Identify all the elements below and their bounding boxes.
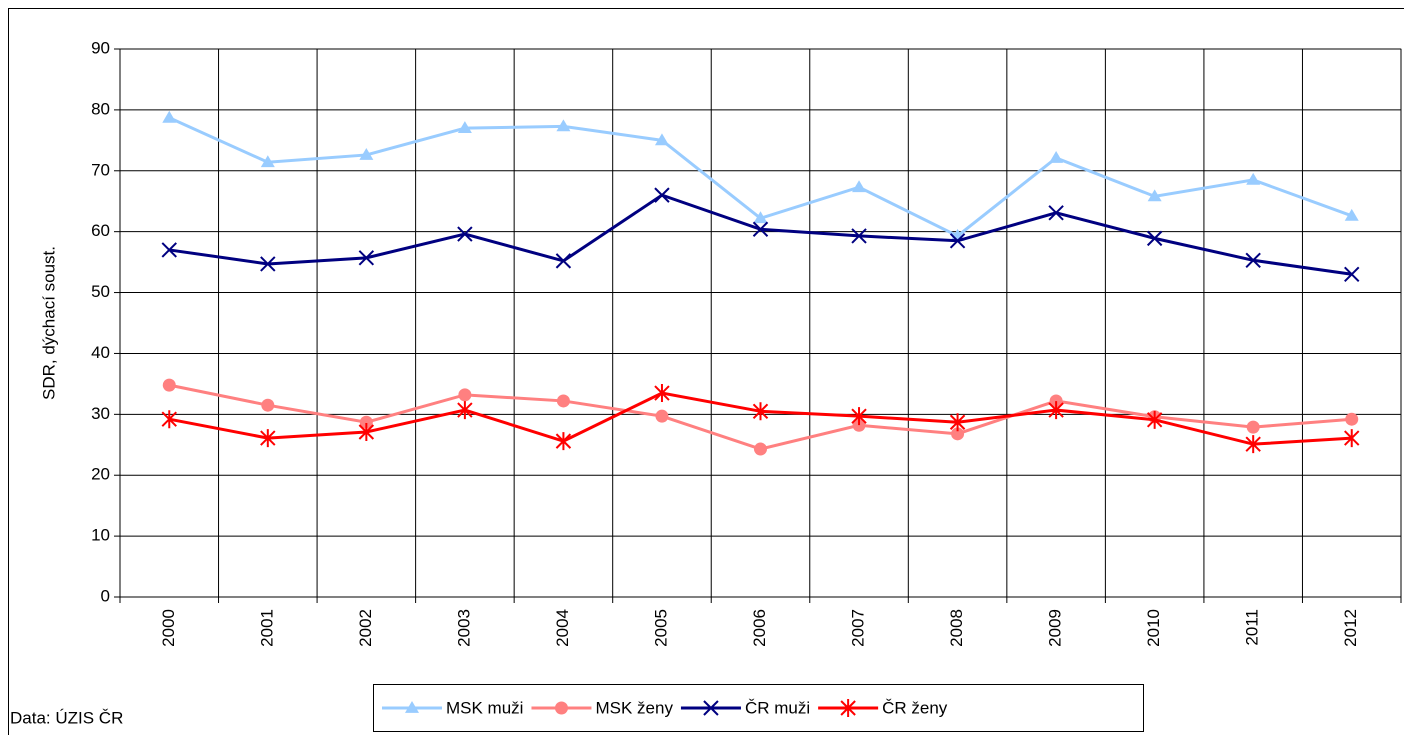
marker xyxy=(654,384,670,403)
marker xyxy=(1345,412,1359,426)
marker xyxy=(1344,266,1360,282)
marker xyxy=(1049,394,1063,408)
marker xyxy=(1344,429,1360,448)
marker xyxy=(358,250,375,266)
marker xyxy=(1048,401,1064,420)
marker xyxy=(654,133,669,146)
marker xyxy=(1049,150,1064,163)
x-tick-label: 2000 xyxy=(159,609,178,647)
marker xyxy=(1344,208,1359,221)
marker xyxy=(359,147,374,160)
marker xyxy=(840,699,856,717)
marker xyxy=(161,410,177,429)
marker xyxy=(162,110,177,123)
marker xyxy=(949,233,966,249)
marker xyxy=(457,226,473,242)
y-axis-label: SDR, dýchací soust. xyxy=(39,246,58,400)
y-tick-label: 80 xyxy=(91,99,110,118)
x-tick-label: 2006 xyxy=(750,609,769,647)
marker xyxy=(555,432,572,451)
marker xyxy=(752,402,769,421)
y-tick-label: 70 xyxy=(91,160,110,179)
x-tick-label: 2005 xyxy=(651,609,670,647)
marker xyxy=(555,253,572,269)
legend-box xyxy=(373,684,1144,732)
marker xyxy=(554,701,568,715)
marker xyxy=(457,121,472,134)
marker xyxy=(754,442,767,456)
marker xyxy=(556,119,571,132)
x-tick-label: 2012 xyxy=(1341,609,1360,647)
marker xyxy=(949,413,966,432)
x-tick-label: 2010 xyxy=(1144,609,1163,647)
marker xyxy=(951,427,965,441)
marker xyxy=(161,242,177,258)
x-tick-label: 2001 xyxy=(257,609,276,647)
marker xyxy=(1246,420,1260,434)
x-tick-label: 2003 xyxy=(454,609,473,647)
y-tick-label: 60 xyxy=(91,221,110,240)
marker xyxy=(852,418,866,432)
legend-label: ČR ženy xyxy=(882,698,948,717)
x-tick-label: 2008 xyxy=(947,609,966,647)
marker xyxy=(753,211,768,224)
legend-label: ČR muži xyxy=(745,698,810,717)
y-tick-label: 20 xyxy=(91,465,110,484)
x-tick-label: 2002 xyxy=(356,609,375,647)
y-tick-label: 0 xyxy=(101,586,110,605)
marker xyxy=(752,221,769,237)
y-tick-label: 90 xyxy=(91,38,110,57)
marker xyxy=(1245,252,1261,268)
marker xyxy=(1246,172,1261,185)
marker xyxy=(852,180,867,193)
marker xyxy=(260,256,276,272)
legend-label: MSK ženy xyxy=(595,698,673,717)
marker xyxy=(260,429,276,448)
marker xyxy=(458,388,472,402)
marker xyxy=(556,394,570,408)
marker xyxy=(457,401,473,420)
marker xyxy=(358,422,375,441)
x-tick-label: 2011 xyxy=(1243,609,1262,646)
marker xyxy=(1147,189,1162,202)
marker xyxy=(405,701,419,713)
marker xyxy=(655,409,669,423)
marker xyxy=(654,187,670,203)
y-tick-label: 10 xyxy=(91,526,110,545)
marker xyxy=(851,407,867,426)
marker xyxy=(359,415,373,429)
marker xyxy=(1146,230,1163,247)
legend-label: MSK muži xyxy=(446,698,523,717)
marker xyxy=(162,378,176,392)
marker xyxy=(703,700,719,716)
x-tick-label: 2009 xyxy=(1046,609,1065,647)
marker xyxy=(851,228,867,244)
marker xyxy=(1048,205,1064,221)
y-tick-label: 40 xyxy=(91,343,110,362)
marker xyxy=(1146,410,1163,429)
x-tick-label: 2007 xyxy=(849,609,868,647)
source-note: Data: ÚZIS ČR xyxy=(10,708,123,727)
y-tick-label: 50 xyxy=(91,282,110,301)
plot-area xyxy=(119,48,1402,598)
marker xyxy=(1245,435,1261,454)
x-tick-label: 2004 xyxy=(553,609,572,647)
y-tick-label: 30 xyxy=(91,404,110,423)
marker xyxy=(261,398,275,412)
marker xyxy=(260,155,275,168)
